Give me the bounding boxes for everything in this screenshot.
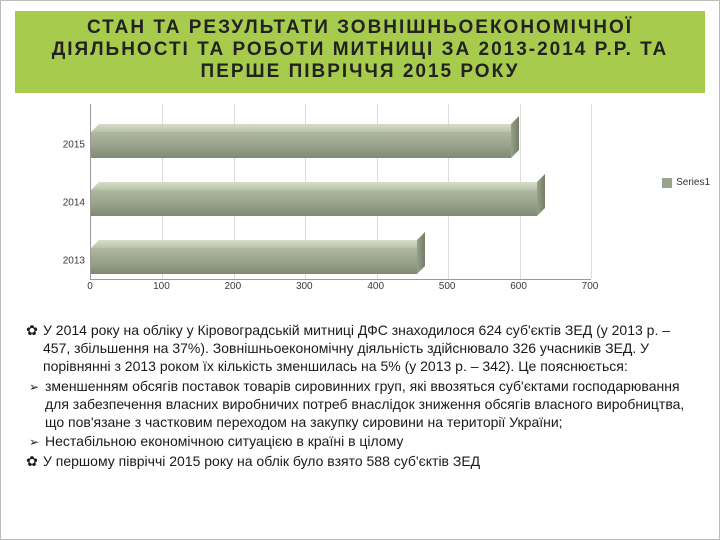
bar-2013 (91, 240, 417, 266)
bullet-icon: ✿ (21, 322, 43, 376)
bullet-icon: ✿ (21, 453, 43, 471)
slide: СТАН ТА РЕЗУЛЬТАТИ ЗОВНІШНЬОЕКОНОМІЧНОЇ … (0, 0, 720, 540)
chart-legend: Series1 (662, 177, 710, 188)
bullet-text: Нестабільною економічною ситуацією в кра… (45, 433, 699, 451)
arrow-icon: ➢ (23, 433, 45, 451)
y-label: 2014 (40, 198, 85, 209)
grid-line (591, 104, 592, 279)
page-title: СТАН ТА РЕЗУЛЬТАТИ ЗОВНІШНЬОЕКОНОМІЧНОЇ … (23, 17, 697, 83)
body-text: ✿У 2014 року на обліку у Кіровоградській… (21, 322, 699, 471)
y-label: 2013 (40, 256, 85, 267)
sub-bullet: ➢Нестабільною економічною ситуацією в кр… (21, 433, 699, 451)
legend-label: Series1 (676, 177, 710, 188)
bar-2015 (91, 124, 511, 150)
x-tick: 500 (432, 281, 462, 292)
x-tick: 700 (575, 281, 605, 292)
bullet-text: У першому півріччі 2015 року на облік бу… (43, 453, 699, 471)
title-band: СТАН ТА РЕЗУЛЬТАТИ ЗОВНІШНЬОЕКОНОМІЧНОЇ … (15, 11, 705, 93)
x-tick: 600 (504, 281, 534, 292)
x-tick: 0 (75, 281, 105, 292)
x-tick: 100 (146, 281, 176, 292)
x-tick: 300 (289, 281, 319, 292)
bar-2014 (91, 182, 537, 208)
sub-bullet: ➢зменшенням обсягів поставок товарів сир… (21, 378, 699, 432)
x-tick: 200 (218, 281, 248, 292)
bullet: ✿У першому півріччі 2015 року на облік б… (21, 453, 699, 471)
bullet: ✿У 2014 року на обліку у Кіровоградській… (21, 322, 699, 376)
y-label: 2015 (40, 140, 85, 151)
bar-chart: 0100200300400500600700 201520142013 Seri… (40, 99, 680, 314)
bullet-text: зменшенням обсягів поставок товарів сиро… (45, 378, 699, 432)
arrow-icon: ➢ (23, 378, 45, 432)
legend-swatch (662, 178, 672, 188)
x-tick: 400 (361, 281, 391, 292)
chart-plot-area (90, 104, 591, 280)
bullet-text: У 2014 року на обліку у Кіровоградській … (43, 322, 699, 376)
